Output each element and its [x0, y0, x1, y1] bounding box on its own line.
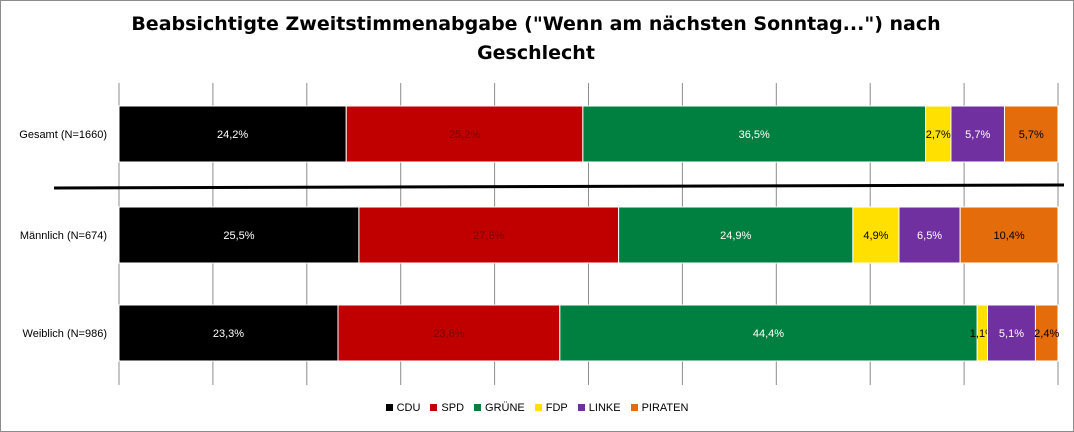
legend-item-piraten: PIRATEN	[630, 402, 689, 414]
chart-legend: CDU SPD GRÜNE FDP LINKE PIRATEN	[0, 402, 1074, 414]
data-label: 10,4%	[993, 230, 1024, 242]
legend-label: LINKE	[588, 402, 621, 414]
data-label: 4,9%	[863, 230, 888, 242]
legend-item-cdu: CDU	[385, 402, 421, 414]
bar-grüne	[618, 206, 854, 264]
bar-spd	[337, 304, 561, 362]
data-label: 25,2%	[449, 129, 480, 141]
bar-linke	[987, 304, 1036, 362]
legend-label: GRÜNE	[485, 402, 525, 414]
data-label: 25,5%	[223, 230, 254, 242]
legend-swatch	[534, 404, 542, 411]
legend-label: CDU	[396, 402, 421, 414]
bar-linke	[898, 206, 961, 264]
legend-label: SPD	[441, 402, 465, 414]
separator-line	[53, 183, 1065, 190]
legend-item-fdp: FDP	[534, 402, 568, 414]
bar-cdu	[118, 105, 347, 163]
data-label: 23,3%	[213, 328, 244, 340]
bar-spd	[358, 206, 620, 264]
category-label: Weiblich (N=986)	[23, 328, 107, 340]
legend-swatch	[630, 404, 638, 411]
chart-title: Beabsichtigte Zweitstimmenabgabe ("Wenn …	[131, 13, 941, 64]
data-label: 5,7%	[1019, 129, 1044, 141]
bar-grüne	[582, 105, 927, 163]
bar-spd	[345, 105, 584, 163]
legend-swatch	[577, 404, 585, 411]
bar-cdu	[118, 304, 339, 362]
legend-item-spd: SPD	[430, 402, 464, 414]
category-label: Gesamt (N=1660)	[19, 129, 107, 141]
legend-label: FDP	[545, 402, 568, 414]
data-label: 23,6%	[433, 328, 464, 340]
bar-fdp	[852, 206, 900, 264]
data-label: 24,2%	[217, 129, 248, 141]
bar-cdu	[118, 206, 360, 264]
bar-piraten	[959, 206, 1059, 264]
bar-fdp	[925, 105, 952, 163]
legend-swatch	[385, 404, 393, 411]
data-label: 5,7%	[965, 129, 990, 141]
legend-swatch	[474, 404, 482, 411]
legend-label: PIRATEN	[641, 402, 689, 414]
bar-piraten	[1003, 105, 1059, 163]
legend-item-linke: LINKE	[577, 402, 621, 414]
data-label: 2,7%	[926, 129, 951, 141]
data-label: 2,4%	[1034, 328, 1059, 340]
bar-piraten	[1034, 304, 1059, 362]
data-label: 44,4%	[753, 328, 784, 340]
legend-item-grüne: GRÜNE	[474, 402, 525, 414]
data-label: 24,9%	[720, 230, 751, 242]
legend-swatch	[430, 404, 438, 411]
chart-plot: 24,2% 25,2% 36,5% 2,7% 5,7% 5,7% Gesamt (N=166…	[19, 83, 1065, 385]
data-label: 5,1%	[999, 328, 1024, 340]
bar-grüne	[559, 304, 978, 362]
bar-linke	[950, 105, 1005, 163]
data-label: 27,6%	[473, 230, 504, 242]
data-label: 36,5%	[739, 129, 770, 141]
data-label: 6,5%	[917, 230, 942, 242]
category-label: Männlich (N=674)	[20, 230, 107, 242]
